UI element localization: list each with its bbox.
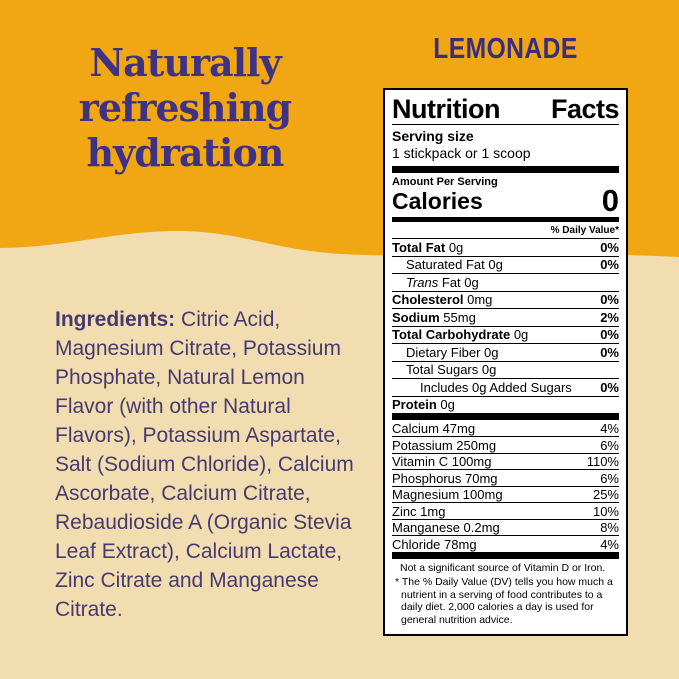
nutrient-name: Dietary Fiber 0g (406, 344, 499, 360)
calories-value: 0 (601, 183, 619, 218)
nutrient-row-cholesterol: Cholesterol 0mg 0% (392, 290, 619, 309)
daily-value-header: % Daily Value* (550, 225, 619, 236)
mineral-name: Vitamin C 100mg (392, 454, 492, 470)
nutrition-facts-panel: Nutrition Facts Serving size 1 stickpack… (383, 88, 628, 636)
mineral-row-zinc: Zinc 1mg 10% (392, 502, 619, 519)
flavor-title: LEMONADE (433, 33, 578, 65)
mineral-row-phosphorus: Phosphorus 70mg 6% (392, 469, 619, 486)
mineral-name: Chloride 78mg (392, 536, 477, 552)
nutrient-daily-value: 0% (600, 327, 619, 342)
calories-label: Calories (392, 188, 483, 214)
mineral-row-magnesium: Magnesium 100mg 25% (392, 485, 619, 503)
headline-line-2: refreshing (78, 85, 292, 130)
calories-row: Calories 0 (392, 183, 619, 218)
nutrient-name: Protein 0g (392, 397, 455, 412)
nutrient-row-total-sugars: Total Sugars 0g (392, 360, 619, 379)
mineral-daily-value: 4% (600, 421, 619, 437)
headline-line-1: Naturally (89, 40, 281, 85)
mineral-daily-value: 25% (592, 487, 619, 503)
divider-medium-bar (392, 217, 619, 222)
mineral-name: Magnesium 100mg (392, 487, 503, 503)
footnote-significant-source: Not a significant source of Vitamin D or… (400, 561, 606, 574)
mineral-row-potassium: Potassium 250mg 6% (392, 436, 619, 453)
mineral-name: Potassium 250mg (392, 437, 497, 453)
nutrient-row-saturated-fat: Saturated Fat 0g 0% (392, 255, 619, 274)
mineral-daily-value: 6% (600, 437, 619, 453)
divider-thick-bar (392, 413, 619, 420)
mineral-daily-value: 10% (592, 503, 619, 519)
nutrient-row-sodium: Sodium 55mg 2% (392, 308, 619, 326)
amount-per-serving-label: Amount Per Serving (392, 176, 498, 188)
nutrient-daily-value: 0% (600, 239, 619, 255)
divider-hairline (392, 124, 619, 125)
nutrient-name: Total Carbohydrate 0g (392, 327, 529, 342)
serving-size-value: 1 stickpack or 1 scoop (392, 145, 531, 161)
nutrient-name: Total Sugars 0g (406, 362, 497, 377)
nutrient-name: Total Fat 0g (392, 239, 464, 255)
nutrient-row-protein: Protein 0g (392, 395, 619, 414)
nutrition-facts-title-word1: Nutrition (392, 94, 500, 124)
hero-headline: Naturally refreshing hydration (28, 40, 342, 175)
nutrition-facts-title: Nutrition Facts (392, 94, 620, 124)
nutrient-row-trans-fat: Trans Fat 0g (392, 273, 619, 291)
divider-thick-bar (392, 551, 619, 559)
nutrient-name: Saturated Fat 0g (406, 257, 503, 272)
nutrient-row-dietary-fiber: Dietary Fiber 0g 0% (392, 343, 619, 361)
serving-size-label: Serving size (392, 128, 474, 144)
nutrient-row-total-fat: Total Fat 0g 0% (392, 238, 619, 256)
nutrient-row-total-carbohydrate: Total Carbohydrate 0g 0% (392, 325, 619, 344)
mineral-name: Manganese 0.2mg (392, 520, 500, 536)
nutrient-daily-value: 0% (600, 257, 619, 272)
nutrient-daily-value: 0% (600, 344, 619, 360)
mineral-daily-value: 8% (600, 520, 619, 536)
nutrient-name: Trans Fat 0g (406, 274, 479, 290)
nutrient-name: Cholesterol 0mg (392, 292, 493, 307)
mineral-name: Zinc 1mg (392, 503, 446, 519)
ingredients-text: Citric Acid, Magnesium Citrate, Potassiu… (55, 308, 354, 621)
footnote-daily-value: * The % Daily Value (DV) tells you how m… (395, 575, 613, 627)
mineral-row-calcium: Calcium 47mg 4% (392, 420, 619, 436)
mineral-name: Phosphorus 70mg (392, 470, 498, 486)
headline-line-3: hydration (86, 130, 285, 175)
mineral-row-manganese: Manganese 0.2mg 8% (392, 518, 619, 536)
mineral-daily-value: 4% (600, 536, 619, 552)
nutrient-daily-value: 0% (600, 292, 619, 307)
nutrient-name: Includes 0g Added Sugars (420, 379, 572, 395)
nutrient-daily-value: 0% (600, 379, 619, 395)
ingredients-paragraph: Ingredients: Citric Acid, Magnesium Citr… (55, 305, 363, 624)
nutrient-row-added-sugars: Includes 0g Added Sugars 0% (392, 378, 619, 396)
nutrient-daily-value: 2% (600, 309, 619, 325)
ingredients-label: Ingredients: (55, 308, 176, 331)
mineral-daily-value: 6% (600, 470, 619, 486)
nutrient-name: Sodium 55mg (392, 309, 476, 325)
mineral-row-vitamin-c: Vitamin C 100mg 110% (392, 452, 619, 470)
mineral-row-chloride: Chloride 78mg 4% (392, 535, 619, 552)
divider-thick-bar (392, 166, 619, 173)
mineral-daily-value: 110% (586, 454, 619, 470)
minerals-section: Calcium 47mg 4% Potassium 250mg 6% Vitam… (392, 420, 619, 552)
mineral-name: Calcium 47mg (392, 421, 476, 437)
nutrition-facts-title-word2: Facts (550, 94, 620, 124)
